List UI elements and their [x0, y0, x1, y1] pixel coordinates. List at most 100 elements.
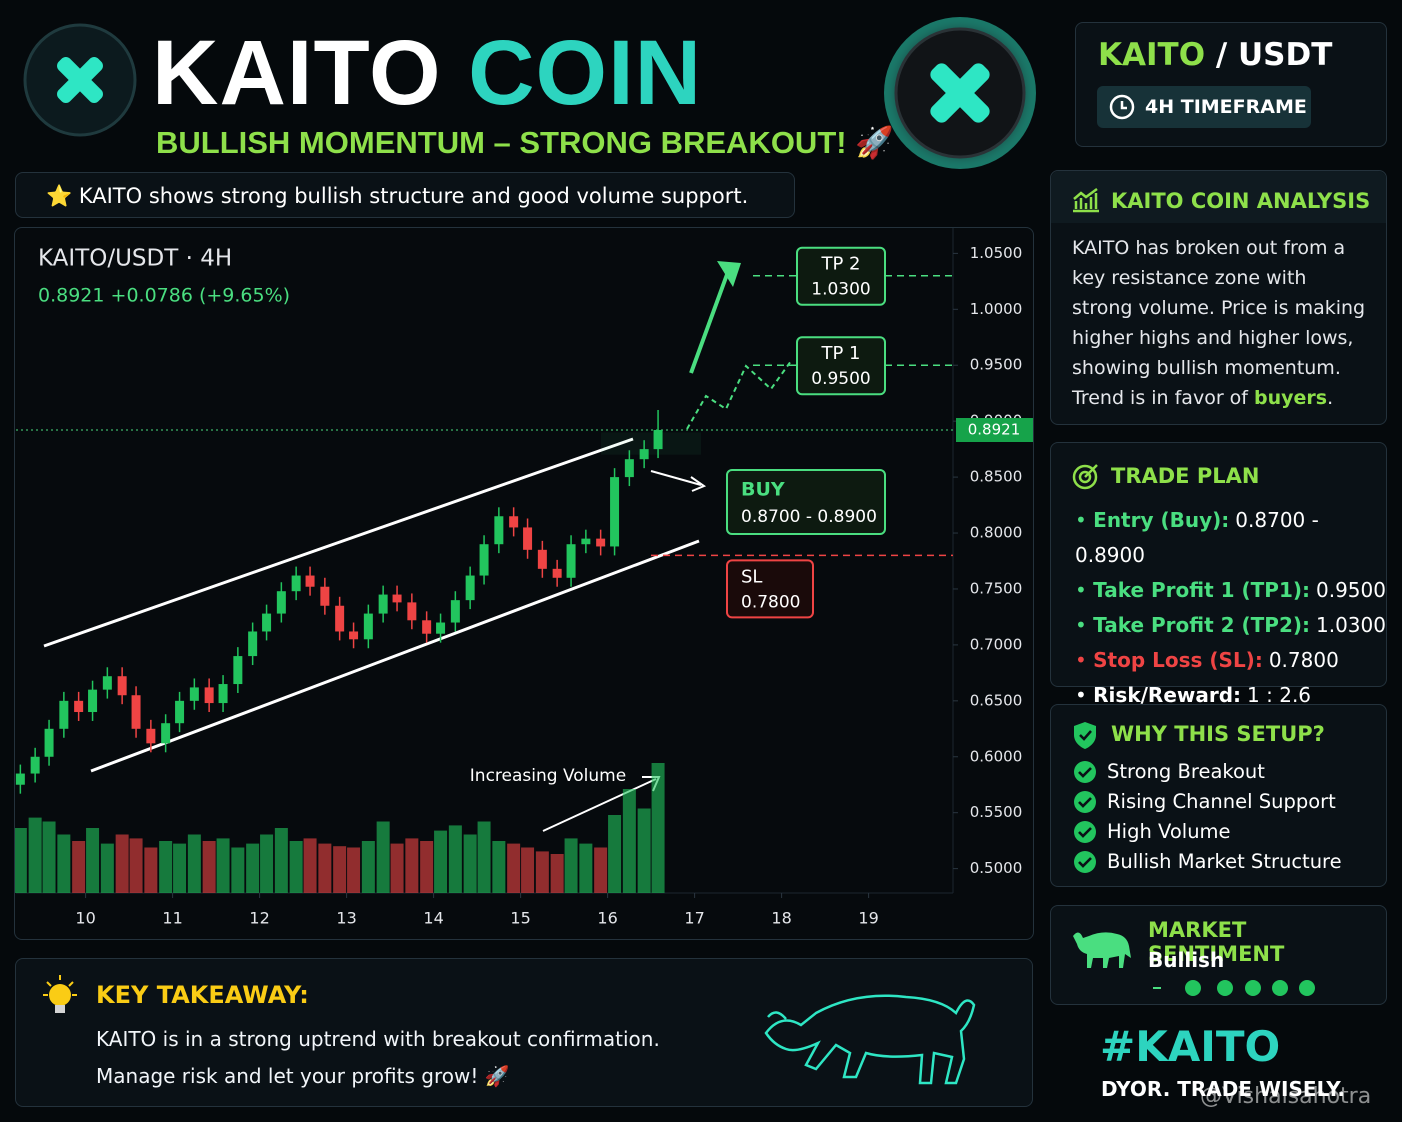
- sentiment-dots: [1153, 980, 1315, 996]
- y-tick-label: 0.5500: [970, 803, 1023, 821]
- why-list: Strong Breakout Rising Channel Support Hig…: [1073, 757, 1342, 877]
- title-accent: COIN: [468, 22, 703, 124]
- analysis-highlight: buyers: [1254, 387, 1328, 409]
- volume-bar: [231, 847, 245, 893]
- channel-line: [43, 437, 634, 648]
- plan-label: Take Profit 2 (TP2):: [1093, 613, 1310, 637]
- x-tick-label: 17: [684, 909, 704, 928]
- plan-label: Risk/Reward:: [1093, 683, 1242, 707]
- plan-value: 0.8700 - 0.8900: [1075, 508, 1319, 567]
- volume-bar: [57, 834, 71, 893]
- projection: [686, 360, 792, 430]
- plan-label: Stop Loss (SL):: [1093, 648, 1263, 672]
- candle-body: [509, 516, 519, 528]
- title-row: KAITO COIN: [152, 18, 702, 128]
- volume-bar: [579, 843, 593, 893]
- candle-body: [88, 689, 98, 713]
- volume-bar: [434, 830, 448, 893]
- candle-body: [248, 631, 258, 657]
- y-tick-label: 0.7500: [970, 579, 1023, 597]
- volume-bar: [42, 821, 56, 893]
- volume-bar: [651, 763, 665, 893]
- candle-body: [436, 622, 446, 634]
- candle-body: [262, 613, 272, 632]
- level-value: 1.0300: [811, 280, 870, 300]
- chart: KAITO/USDT · 4H 0.8921 +0.0786 (+9.65%) …: [15, 228, 1033, 928]
- candle-body: [102, 676, 112, 690]
- takeaway-line: Manage risk and let your profits grow! 🚀: [96, 1064, 510, 1088]
- volume-bar: [216, 838, 230, 893]
- volume-bar: [477, 821, 491, 893]
- y-tick-label: 0.5000: [970, 859, 1023, 877]
- plan-value: 1.0300: [1316, 613, 1386, 637]
- y-tick-label: 0.6000: [970, 747, 1023, 765]
- candle-body: [218, 684, 228, 704]
- candle-body: [479, 544, 489, 576]
- volume-bar: [361, 841, 375, 893]
- chart-title: KAITO/USDT · 4H: [38, 246, 232, 272]
- level-box: [726, 559, 814, 619]
- x-tick-label: 12: [249, 909, 269, 928]
- candle-body: [378, 594, 388, 614]
- plan-item: • Entry (Buy): 0.8700 - 0.8900: [1075, 503, 1386, 573]
- analysis-panel: KAITO COIN ANALYSIS KAITO has broken out…: [1050, 170, 1387, 425]
- pair-quote: / USDT: [1215, 37, 1333, 73]
- volume-bar: [86, 828, 100, 893]
- candle-body: [349, 631, 359, 640]
- why-text: Strong Breakout: [1107, 760, 1265, 783]
- volume-bar: [318, 843, 332, 893]
- chart-icon: [1073, 187, 1099, 213]
- pair-panel: KAITO / USDT 4H TIMEFRAME: [1075, 22, 1387, 147]
- x-tick-label: 11: [162, 909, 182, 928]
- timeframe: 4H TIMEFRAME: [1145, 96, 1307, 118]
- analysis-title: KAITO COIN ANALYSIS: [1111, 189, 1371, 213]
- candle-body: [624, 459, 634, 478]
- why-item: Strong Breakout: [1073, 757, 1342, 787]
- bull-icon: [1073, 932, 1131, 968]
- bull-outline: [764, 994, 976, 1085]
- volume-bar: [246, 843, 260, 893]
- volume-bar: [129, 838, 143, 893]
- candle-body: [552, 568, 562, 578]
- candle-body: [610, 477, 620, 547]
- panel-header: [1051, 171, 1386, 223]
- x-tick-label: 14: [423, 909, 443, 928]
- channel-line: [90, 539, 700, 773]
- analysis-end: .: [1327, 387, 1334, 409]
- plan-value: 0.9500: [1316, 578, 1386, 602]
- candle-body: [537, 549, 547, 569]
- why-text: Bullish Market Structure: [1107, 850, 1342, 873]
- volume-bar: [420, 841, 434, 893]
- volume-bar: [347, 847, 361, 893]
- candle-body: [422, 620, 432, 634]
- volume-bar: [564, 838, 578, 893]
- plan-item: • Take Profit 1 (TP1): 0.9500: [1075, 573, 1386, 608]
- pair-base: KAITO: [1098, 37, 1206, 73]
- volume-bar: [202, 841, 216, 893]
- plan-label: Entry (Buy):: [1093, 508, 1230, 532]
- candle-body: [131, 695, 141, 729]
- buy-range: 0.8700 - 0.8900: [741, 507, 877, 527]
- title: KAITO: [152, 22, 442, 124]
- chart-subtitle: 0.8921 +0.0786 (+9.65%): [38, 285, 290, 307]
- candle-body: [335, 605, 345, 632]
- chart-area: KAITO/USDT · 4H 0.8921 +0.0786 (+9.65%) …: [15, 228, 1033, 928]
- clock-icon: [1109, 94, 1135, 120]
- why-title: WHY THIS SETUP?: [1111, 722, 1325, 746]
- last-price-tag: [956, 418, 1033, 443]
- check-icon: [1074, 761, 1096, 783]
- tagline: BULLISH MOMENTUM – STRONG BREAKOUT! 🚀: [156, 125, 894, 160]
- candle-body: [523, 527, 533, 550]
- candle-body: [189, 687, 199, 701]
- plan-item: • Stop Loss (SL): 0.7800: [1075, 643, 1386, 678]
- level-value: 0.7800: [741, 592, 800, 612]
- x-tick-label: 15: [510, 909, 530, 928]
- volume-bar: [28, 817, 42, 893]
- why-text: Rising Channel Support: [1107, 790, 1336, 813]
- takeaway-panel: KEY TAKEAWAY: KAITO is in a strong uptre…: [15, 958, 1033, 1107]
- bullet: •: [1075, 683, 1094, 707]
- volume-bar: [289, 841, 303, 893]
- volume-bar: [100, 843, 114, 893]
- target-arrowhead: [717, 261, 741, 287]
- why-item: High Volume: [1073, 817, 1342, 847]
